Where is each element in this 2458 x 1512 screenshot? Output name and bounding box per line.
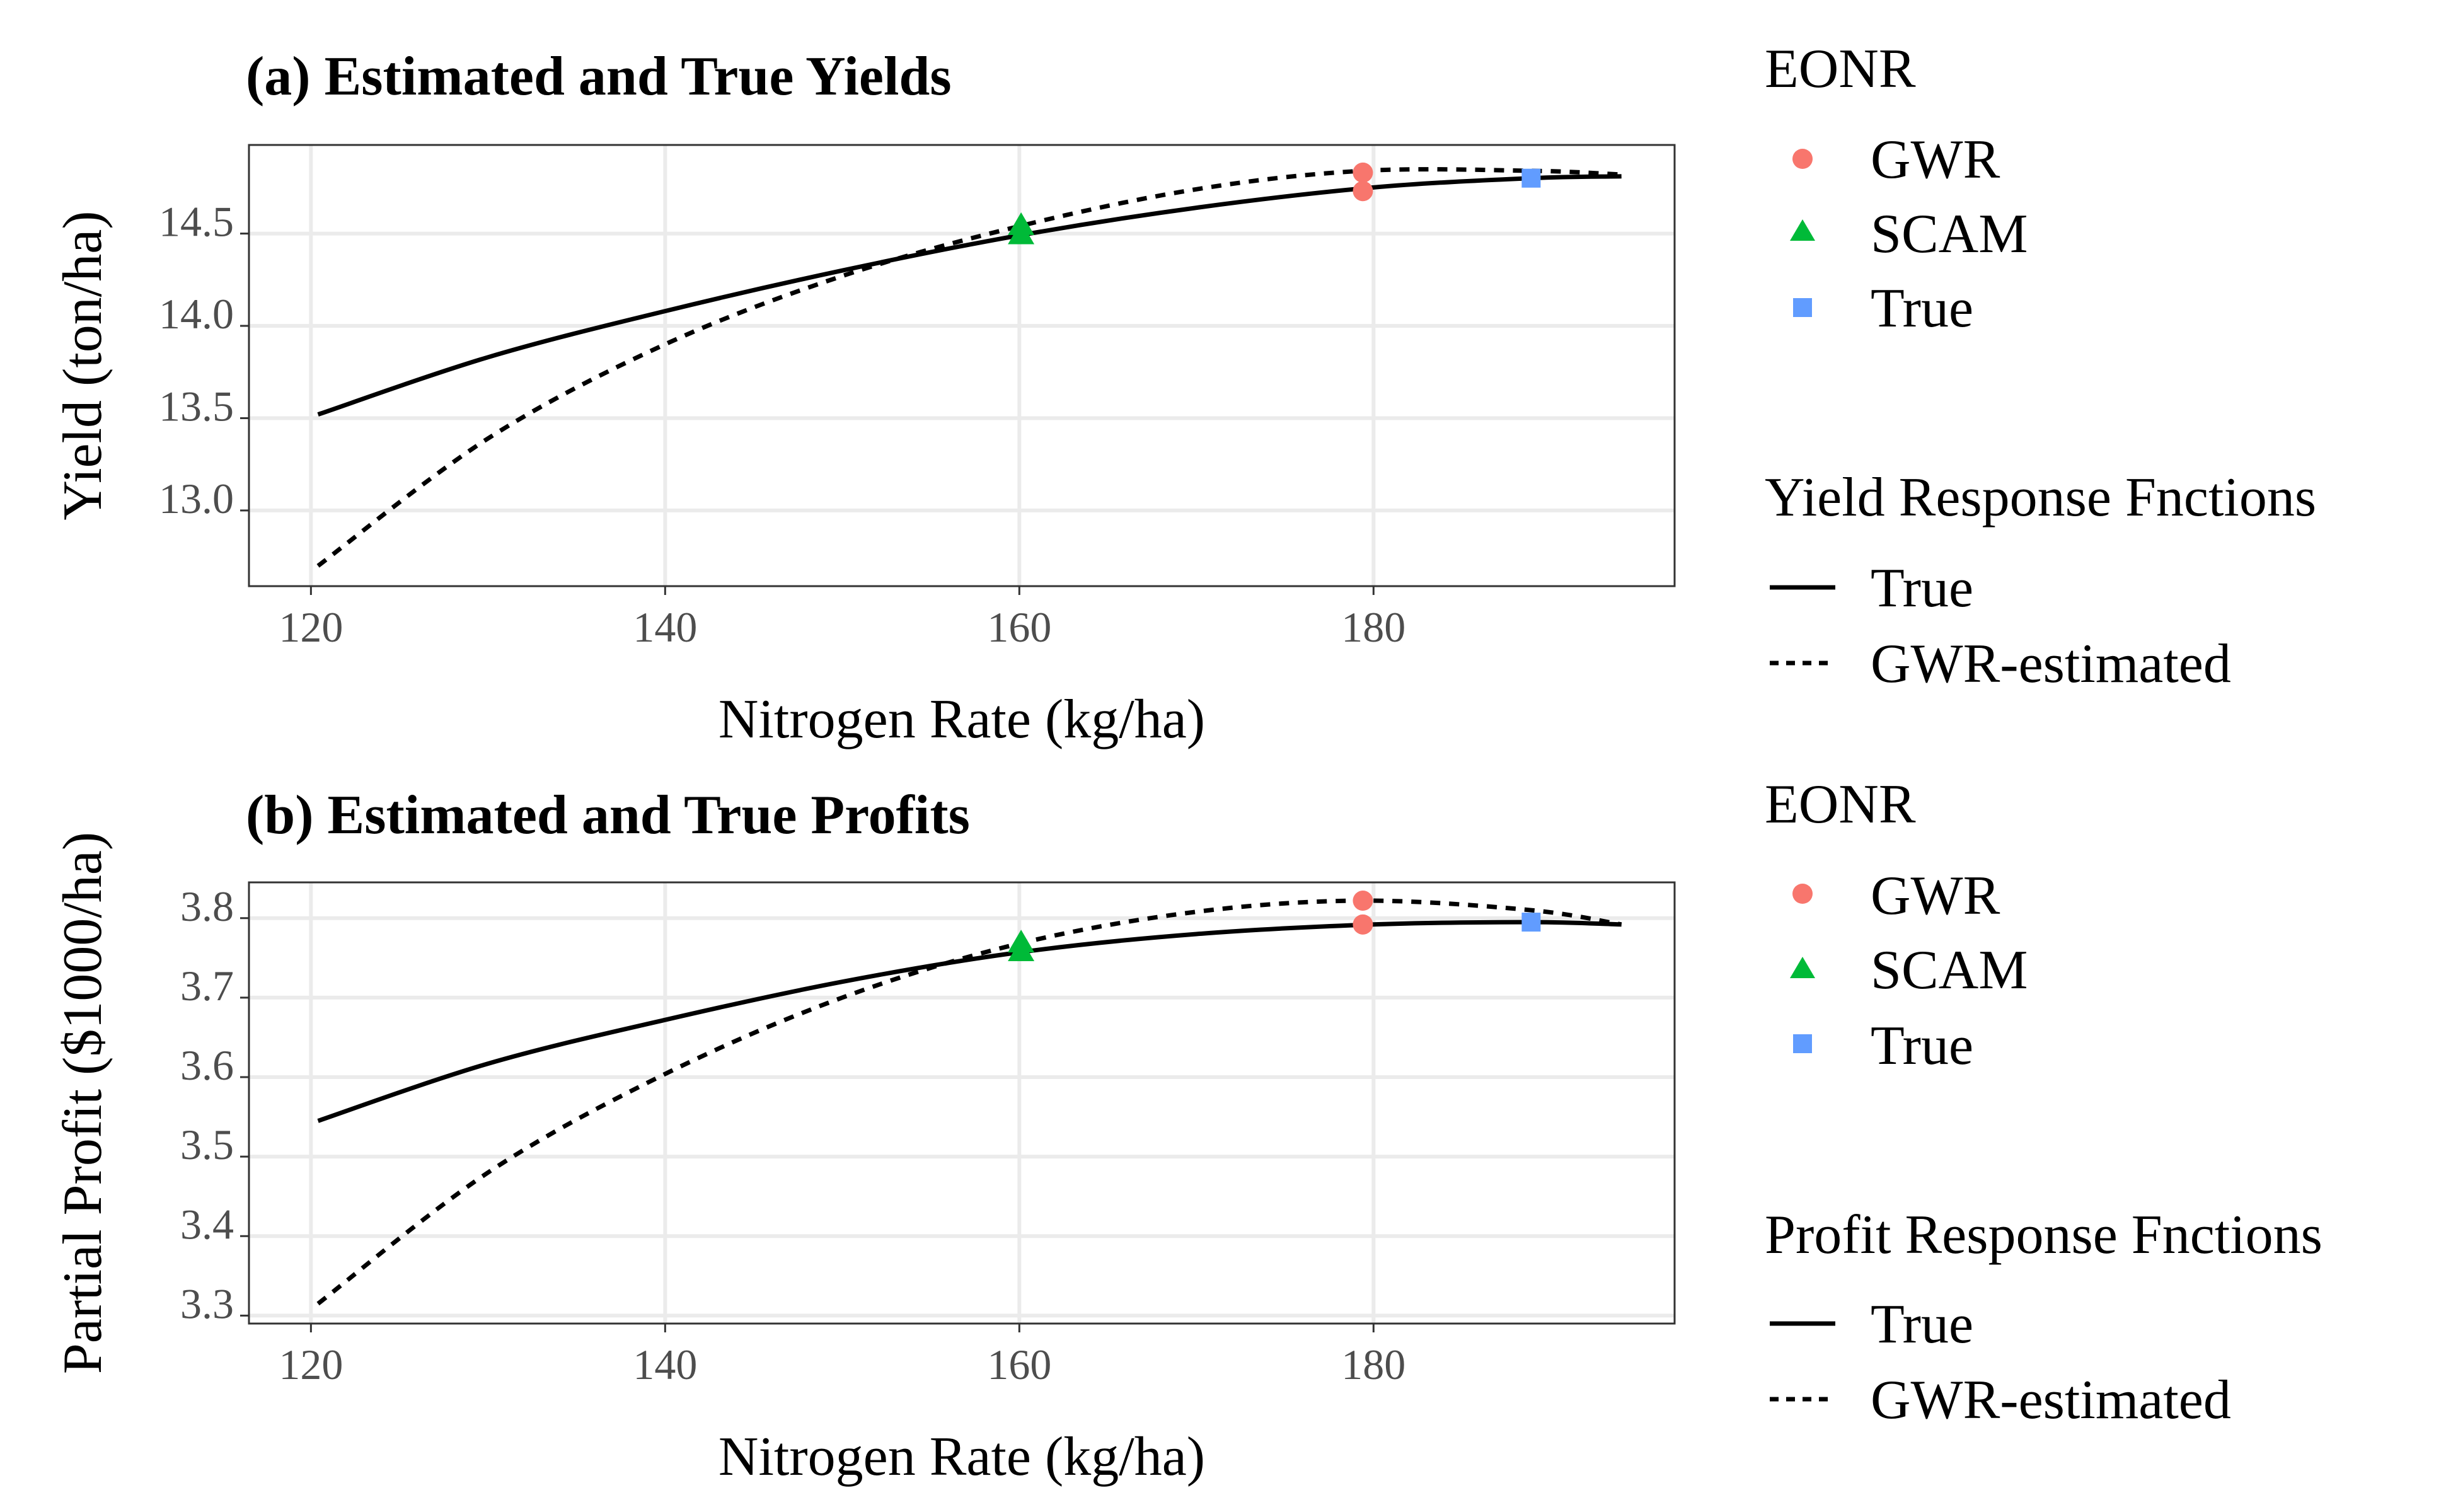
legend-scam-triangle-icon: [1790, 219, 1815, 241]
panel-b-eonr-scam-point: [1008, 938, 1035, 961]
legend-gwr-point-icon: [1792, 884, 1813, 904]
panel-b-ticks: 120 140 160 180 3.3 3.4 3.5 3.6 3.7 3.8: [180, 882, 1405, 1388]
legend-eonr-b-item-gwr: GWR: [1871, 865, 2000, 926]
panel-a-y-axis-label: Yield (ton/ha): [52, 211, 113, 520]
panel-a-x-axis-label: Nitrogen Rate (kg/ha): [718, 689, 1205, 750]
panel-a-y-tick-label: 13.0: [159, 475, 234, 522]
panel-b-eonr-true-point: [1521, 913, 1541, 932]
legend-yield-lines-item-true: True: [1871, 558, 1973, 619]
panel-b-border: [248, 881, 1676, 1325]
legend-eonr-a: EONR GWR SCAM True: [1765, 38, 2028, 339]
legend-profit-lines-item-true: True: [1871, 1294, 1973, 1355]
legend-true-square-icon: [1793, 1034, 1812, 1053]
panel-a-y-tick-label: 13.5: [159, 382, 234, 430]
panel-a-y-tick-label: 14.0: [159, 290, 234, 338]
panel-b-y-axis-label: Partial Profit ($1000/ha): [52, 832, 113, 1374]
panel-b-y-tick-label: 3.5: [180, 1121, 234, 1169]
legend-profit-lines-item-gwr-estimated: GWR-estimated: [1871, 1370, 2231, 1431]
panel-b-series-true-line: [317, 920, 1622, 1123]
legend-eonr-b: EONR GWR SCAM True: [1765, 774, 2028, 1076]
legend-scam-triangle-icon: [1790, 957, 1815, 978]
panel-a-series-gwr-estimated-line: [316, 167, 1622, 568]
panel-b-x-tick-label: 160: [987, 1341, 1051, 1388]
legend-eonr-b-title: EONR: [1765, 774, 1916, 835]
panel-b-y-tick-label: 3.4: [180, 1200, 234, 1248]
legend-eonr-a-item-true: True: [1871, 278, 1973, 339]
legend-gwr-point-icon: [1792, 149, 1813, 169]
panel-a-x-tick-label: 180: [1341, 603, 1405, 651]
panel-a-eonr-gwr-point: [1353, 181, 1373, 202]
panel-b-eonr-gwr-point: [1353, 914, 1373, 935]
panel-b-grid: [249, 882, 1675, 1324]
panel-b-y-tick-label: 3.6: [180, 1041, 234, 1089]
legend-true-square-icon: [1793, 298, 1812, 317]
panel-b-x-axis-label: Nitrogen Rate (kg/ha): [718, 1426, 1205, 1487]
panel-a-series: [316, 167, 1622, 568]
legend-eonr-a-item-gwr: GWR: [1871, 129, 2000, 190]
legend-eonr-b-item-true: True: [1871, 1015, 1973, 1076]
panel-b-x-tick-label: 180: [1341, 1341, 1405, 1388]
panel-b-y-tick-label: 3.7: [180, 962, 234, 1010]
panel-a-series-true-line: [317, 174, 1622, 417]
panel-profits: (b) Estimated and True Profits 120 140 160…: [52, 785, 1676, 1487]
legend-yield-lines: Yield Response Fnctions True GWR-estimat…: [1765, 467, 2316, 695]
panel-a-ticks: 120 140 160 180 13.0 13.5 14.0 14.5: [159, 198, 1405, 651]
legend-eonr-a-title: EONR: [1765, 38, 1916, 100]
legend-yield-lines-item-gwr-estimated: GWR-estimated: [1871, 633, 2231, 695]
panel-a-eonr-scam-point: [1008, 221, 1035, 245]
panel-b-y-tick-label: 3.8: [180, 882, 234, 930]
panel-a-eonr-true-point: [1521, 168, 1541, 188]
panel-b-x-tick-label: 140: [633, 1341, 697, 1388]
panel-a-x-tick-label: 140: [633, 603, 697, 651]
legend-yield-lines-title: Yield Response Fnctions: [1765, 467, 2316, 528]
panel-b-eonr-gwr-point: [1353, 891, 1373, 911]
panel-yields: (a) Estimated and True Yields 120 140 160 1…: [52, 46, 1676, 750]
legend-profit-lines: Profit Response Fnctions True GWR-estima…: [1765, 1204, 2322, 1431]
panel-a-points: [1008, 162, 1541, 245]
panel-b-series-gwr-estimated-line: [316, 898, 1622, 1306]
panel-a-x-tick-label: 120: [279, 603, 343, 651]
legend-eonr-b-item-scam: SCAM: [1871, 940, 2028, 1001]
legend-eonr-a-item-scam: SCAM: [1871, 204, 2028, 265]
legend-profit-lines-title: Profit Response Fnctions: [1765, 1204, 2322, 1266]
panel-a-x-tick-label: 160: [987, 603, 1051, 651]
panel-b-title: (b) Estimated and True Profits: [246, 785, 970, 846]
panel-a-border: [248, 144, 1676, 587]
panel-a-y-tick-label: 14.5: [159, 198, 234, 246]
panel-a-title: (a) Estimated and True Yields: [246, 46, 952, 107]
panel-b-series: [316, 898, 1622, 1306]
panel-b-points: [1008, 891, 1541, 961]
panel-a-eonr-gwr-point: [1353, 162, 1373, 183]
panel-b-x-tick-label: 120: [279, 1341, 343, 1388]
panel-b-y-tick-label: 3.3: [180, 1279, 234, 1327]
